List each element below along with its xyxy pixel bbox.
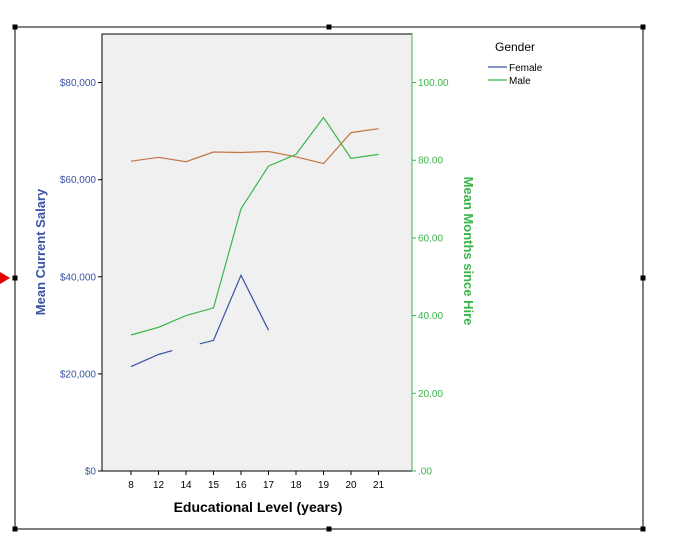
x-tick-label: 14: [180, 480, 192, 491]
x-tick-label: 8: [128, 480, 134, 491]
resize-handle[interactable]: [12, 275, 18, 281]
x-tick-label: 17: [263, 480, 275, 491]
y-tick-label: $20,000: [60, 369, 97, 380]
y2-tick-label: 100.00: [418, 78, 449, 89]
y2-axis-title: Mean Months since Hire: [461, 177, 476, 326]
y-axis-title: Mean Current Salary: [33, 188, 48, 315]
y2-tick-label: .00: [418, 467, 432, 478]
resize-handle[interactable]: [640, 275, 646, 281]
y-tick-label: $40,000: [60, 272, 97, 283]
x-tick-label: 15: [208, 480, 220, 491]
y2-tick-label: 80.00: [418, 156, 443, 167]
legend-label-male: Male: [509, 76, 531, 87]
y-tick-label: $60,000: [60, 175, 97, 186]
legend-title: Gender: [495, 40, 535, 54]
series-line-unlabeled: [130, 128, 379, 165]
x-tick-label: 21: [373, 480, 385, 491]
series-line-male: [130, 116, 379, 336]
resize-handle[interactable]: [326, 24, 332, 30]
x-tick-label: 12: [153, 480, 165, 491]
y-tick-label: $80,000: [60, 78, 97, 89]
x-tick-label: 16: [235, 480, 247, 491]
resize-handle[interactable]: [640, 24, 646, 30]
y2-tick-label: 40.00: [418, 311, 443, 322]
x-axis-title: Educational Level (years): [174, 499, 343, 515]
plot-area: [101, 33, 413, 472]
y2-tick-label: 60.00: [418, 233, 443, 244]
y-tick-label: $0: [85, 467, 97, 478]
resize-handle[interactable]: [12, 526, 18, 532]
resize-handle[interactable]: [326, 526, 332, 532]
resize-handle[interactable]: [640, 526, 646, 532]
series-line-female: [199, 273, 270, 345]
series-line-female: [130, 350, 173, 368]
x-tick-label: 18: [290, 480, 302, 491]
x-tick-label: 19: [318, 480, 330, 491]
legend-label-female: Female: [509, 63, 543, 74]
y2-tick-label: 20.00: [418, 389, 443, 400]
selection-marker-arrow: [0, 272, 10, 284]
x-tick-label: 20: [345, 480, 357, 491]
resize-handle[interactable]: [12, 24, 18, 30]
